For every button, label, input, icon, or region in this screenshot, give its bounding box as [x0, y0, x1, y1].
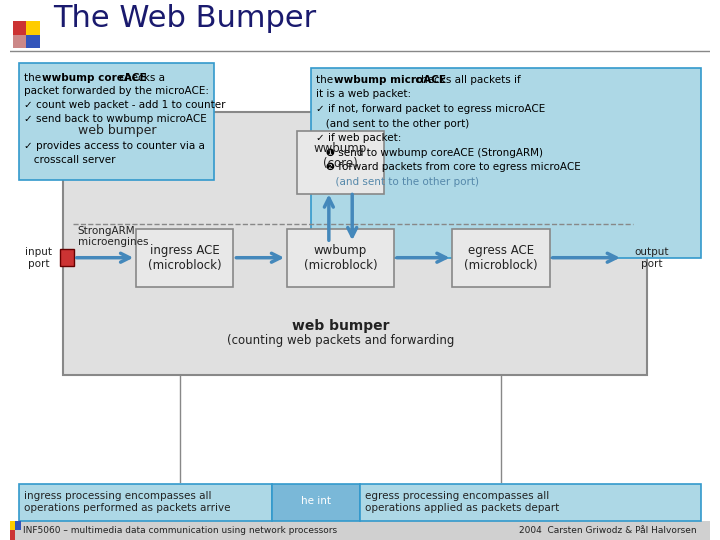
FancyBboxPatch shape [272, 483, 360, 521]
Text: the: the [24, 73, 45, 83]
Text: ❷ forward packets from core to egress microACE: ❷ forward packets from core to egress mi… [316, 163, 581, 172]
FancyBboxPatch shape [12, 21, 26, 35]
Text: wwbump coreACE: wwbump coreACE [42, 73, 146, 83]
Text: ✓ if not, forward packet to egress microACE: ✓ if not, forward packet to egress micro… [316, 104, 546, 114]
Text: 2004  Carsten Griwodz & Pål Halvorsen: 2004 Carsten Griwodz & Pål Halvorsen [519, 526, 697, 535]
Text: StrongARM
microengines: StrongARM microengines [78, 226, 148, 247]
Text: wwbump microACE: wwbump microACE [333, 75, 446, 85]
FancyBboxPatch shape [15, 521, 22, 530]
FancyBboxPatch shape [12, 35, 26, 49]
Text: wwbump
(microblock): wwbump (microblock) [304, 244, 377, 272]
Text: ingress ACE
(microblock): ingress ACE (microblock) [148, 244, 222, 272]
FancyBboxPatch shape [63, 112, 647, 375]
Text: (and sent to the other port): (and sent to the other port) [316, 118, 469, 129]
Text: he int: he int [301, 496, 331, 506]
Text: web bumper: web bumper [292, 319, 390, 333]
FancyBboxPatch shape [9, 15, 711, 540]
Text: ✓ provides access to counter via a: ✓ provides access to counter via a [24, 141, 205, 151]
FancyBboxPatch shape [311, 68, 701, 258]
FancyBboxPatch shape [136, 228, 233, 287]
FancyBboxPatch shape [26, 35, 40, 49]
Text: ✓ if web packet:: ✓ if web packet: [316, 133, 402, 143]
FancyBboxPatch shape [452, 228, 550, 287]
Text: INF5060 – multimedia data communication using network processors: INF5060 – multimedia data communication … [23, 526, 338, 535]
Text: (and sent to the other port): (and sent to the other port) [316, 177, 480, 187]
Text: (counting web packets and forwarding: (counting web packets and forwarding [227, 334, 454, 347]
Text: web bumper: web bumper [78, 124, 156, 137]
FancyBboxPatch shape [12, 21, 40, 49]
Text: the: the [316, 75, 336, 85]
FancyBboxPatch shape [9, 521, 711, 540]
Text: egress ACE
(microblock): egress ACE (microblock) [464, 244, 538, 272]
FancyBboxPatch shape [297, 131, 384, 194]
FancyBboxPatch shape [19, 63, 214, 180]
Text: ✓ count web packet - add 1 to counter: ✓ count web packet - add 1 to counter [24, 100, 225, 110]
Text: wwbump
(core): wwbump (core) [314, 141, 367, 170]
FancyBboxPatch shape [287, 228, 394, 287]
Text: output
port: output port [635, 247, 670, 268]
Text: ingress processing encompasses all
operations performed as packets arrive: ingress processing encompasses all opera… [24, 491, 230, 513]
Text: input
port: input port [25, 247, 53, 268]
FancyBboxPatch shape [26, 21, 40, 35]
FancyBboxPatch shape [12, 21, 26, 49]
Text: packet forwarded by the microACE:: packet forwarded by the microACE: [24, 86, 210, 97]
Text: checks a: checks a [116, 73, 165, 83]
Text: The Web Bumper: The Web Bumper [53, 4, 317, 33]
FancyBboxPatch shape [12, 21, 26, 35]
Text: it is a web packet:: it is a web packet: [316, 89, 411, 99]
FancyBboxPatch shape [12, 21, 26, 35]
FancyBboxPatch shape [360, 483, 701, 521]
Text: ✓ send back to wwbump microACE: ✓ send back to wwbump microACE [24, 113, 207, 124]
Text: egress processing encompasses all
operations applied as packets depart: egress processing encompasses all operat… [365, 491, 559, 513]
FancyBboxPatch shape [26, 35, 40, 49]
FancyBboxPatch shape [60, 249, 74, 266]
Text: ❶ send to wwbump coreACE (StrongARM): ❶ send to wwbump coreACE (StrongARM) [316, 148, 543, 158]
FancyBboxPatch shape [19, 483, 272, 521]
Text: checks all packets if: checks all packets if [412, 75, 521, 85]
FancyBboxPatch shape [9, 521, 15, 530]
FancyBboxPatch shape [26, 35, 40, 49]
FancyBboxPatch shape [9, 521, 15, 540]
Text: crosscall server: crosscall server [24, 154, 116, 165]
